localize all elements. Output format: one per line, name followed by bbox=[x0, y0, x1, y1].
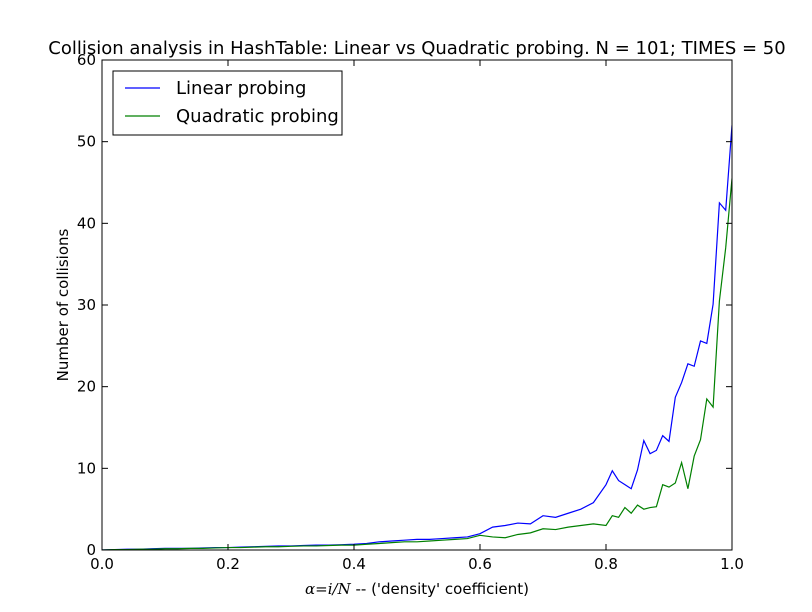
x-tick-label: 0.2 bbox=[216, 555, 240, 573]
legend: Linear probing Quadratic probing bbox=[112, 70, 343, 136]
x-tick-label: 0.8 bbox=[594, 555, 618, 573]
legend-box bbox=[112, 70, 343, 136]
y-tick-label: 60 bbox=[77, 51, 96, 69]
x-tick-label: 0.6 bbox=[468, 555, 492, 573]
x-axis: 0.0 0.2 0.4 0.6 0.8 1.0 bbox=[90, 60, 744, 573]
x-tick-label: 0.0 bbox=[90, 555, 114, 573]
y-tick-label: 0 bbox=[86, 541, 96, 559]
legend-label-linear: Linear probing bbox=[176, 78, 306, 99]
x-tick-label: 0.4 bbox=[342, 555, 366, 573]
x-axis-label-math: α=i/N bbox=[305, 580, 352, 598]
y-tick-label: 10 bbox=[77, 459, 96, 477]
y-axis: 0 10 20 30 40 50 60 bbox=[77, 51, 732, 559]
y-axis-label: Number of collisions bbox=[54, 228, 72, 381]
y-tick-label: 30 bbox=[77, 296, 96, 314]
y-tick-label: 50 bbox=[77, 133, 96, 151]
x-tick-label: 1.0 bbox=[720, 555, 744, 573]
x-axis-label-text: -- ('density' coefficient) bbox=[351, 580, 529, 598]
y-tick-label: 40 bbox=[77, 214, 96, 232]
x-axis-label: α=i/N -- ('density' coefficient) bbox=[305, 580, 529, 598]
legend-label-quadratic: Quadratic probing bbox=[176, 106, 339, 127]
y-tick-label: 20 bbox=[77, 378, 96, 396]
chart-title: Collision analysis in HashTable: Linear … bbox=[48, 38, 785, 59]
